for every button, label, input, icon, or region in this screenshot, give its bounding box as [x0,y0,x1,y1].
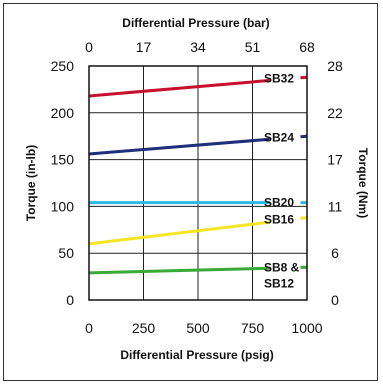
series-line-end-sb16 [300,216,308,220]
series-line-sb32 [88,78,271,98]
y-tick-label: 250 [51,58,75,74]
series-label-sb24: SB24 [264,131,294,145]
bottom-axis-ticks: 0 250 500 750 1000 [85,320,323,336]
x-tick-label: 500 [186,320,210,336]
grid [89,66,307,300]
top-tick-label: 68 [299,39,315,55]
series-layer [88,75,308,275]
series-label-sb8-sb12: SB8 & [264,261,300,275]
y2-tick-label: 6 [331,245,339,261]
left-axis-ticks: 0 50 100 150 200 250 [51,58,75,308]
top-tick-label: 17 [136,39,152,55]
y-tick-label: 0 [66,292,74,308]
top-tick-label: 34 [190,39,206,55]
x-tick-label: 250 [132,320,156,336]
series-line-end-sb24 [300,134,308,139]
y2-tick-label: 28 [327,58,343,74]
series-line-end-sb32 [300,75,308,80]
series-line-sb8-sb12 [88,266,270,275]
right-axis-ticks: 0 6 11 17 22 28 [327,58,343,308]
top-axis-title: Differential Pressure (bar) [122,16,269,30]
x-tick-label: 0 [85,320,93,336]
y-tick-label: 200 [51,105,75,121]
series-label-sb8-sb12: SB12 [264,277,294,291]
y2-axis-title: Torque (Nm) [356,148,370,218]
y-tick-label: 100 [51,198,75,214]
x-tick-label: 750 [241,320,265,336]
series-line-sb16 [88,220,271,246]
y2-tick-label: 0 [331,292,339,308]
x-axis-title: Differential Pressure (psig) [120,348,273,362]
series-labels: SB32 SB24 SB20 SB16 SB8 & SB12 [264,72,300,291]
y-tick-label: 50 [58,245,74,261]
x-tick-label: 1000 [291,320,322,336]
top-tick-label: 0 [85,39,93,55]
top-tick-label: 51 [245,39,261,55]
y-axis-title: Torque (in-lb) [24,145,38,221]
y2-tick-label: 11 [328,198,343,214]
series-label-sb32: SB32 [264,72,294,86]
series-label-sb20: SB20 [264,196,294,210]
y2-tick-label: 22 [327,105,343,121]
series-line-sb24 [88,137,271,156]
plot-border [88,65,308,301]
series-label-sb16: SB16 [264,213,294,227]
y-tick-label: 150 [51,152,75,168]
top-axis-ticks: 0 17 34 51 68 [85,39,315,55]
y2-tick-label: 17 [327,152,343,168]
